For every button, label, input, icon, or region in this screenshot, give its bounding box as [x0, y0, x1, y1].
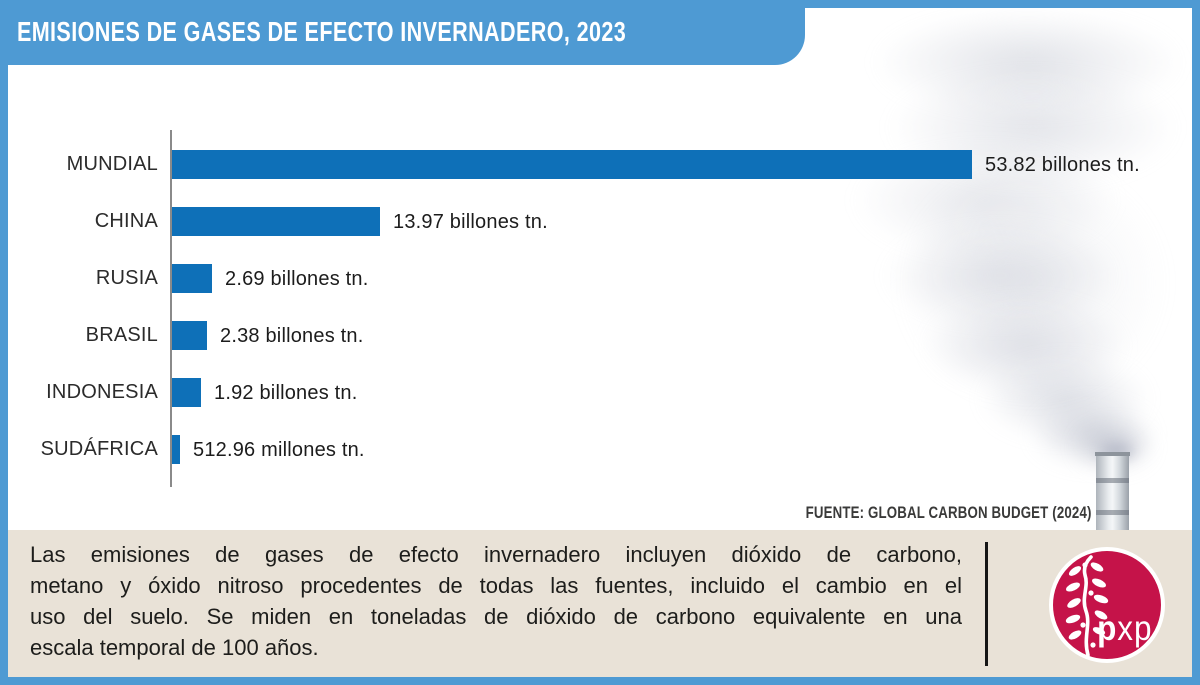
bar-china — [172, 207, 380, 236]
footer-divider — [985, 542, 988, 666]
pxp-logo: pxp — [1049, 547, 1165, 663]
value-label: 13.97 billones tn. — [393, 211, 548, 233]
bar-indonesia — [172, 378, 201, 407]
category-label: RUSIA — [95, 267, 158, 289]
source-note: FUENTE: GLOBAL CARBON BUDGET (2024) — [806, 503, 1092, 522]
footer-text-line: uso del suelo. Se miden en toneladas de … — [30, 604, 962, 629]
value-label: 1.92 billones tn. — [214, 382, 358, 404]
page-title: EMISIONES DE GASES DE EFECTO INVERNADERO… — [16, 16, 627, 47]
logo-text: pxp — [1097, 611, 1152, 646]
smokestack-band — [1096, 478, 1129, 483]
smokestack-band — [1096, 510, 1129, 515]
footer-text: Las emisiones de gases de efecto inverna… — [30, 539, 962, 663]
value-label: 512.96 millones tn. — [193, 439, 365, 461]
value-label: 2.69 billones tn. — [225, 268, 369, 290]
value-label: 53.82 billones tn. — [985, 154, 1140, 176]
y-axis-line — [170, 130, 172, 487]
category-label: INDONESIA — [46, 381, 158, 403]
chart-background — [8, 8, 1192, 530]
bar-rusia — [172, 264, 212, 293]
bar-mundial — [172, 150, 972, 179]
footer-text-line: metano y óxido nitroso procedentes de to… — [30, 573, 962, 598]
smokestack — [1095, 452, 1130, 530]
value-label: 2.38 billones tn. — [220, 325, 364, 347]
category-label: CHINA — [94, 210, 158, 232]
footer-text-line: Las emisiones de gases de efecto inverna… — [30, 542, 962, 567]
branch-icon — [1065, 555, 1109, 657]
footer-text-line: escala temporal de 100 años. — [30, 635, 319, 660]
logo-letter-bold: p — [1096, 609, 1117, 648]
title-banner: EMISIONES DE GASES DE EFECTO INVERNADERO… — [0, 0, 805, 65]
bar-sudáfrica — [172, 435, 180, 464]
category-label: SUDÁFRICA — [40, 438, 158, 460]
logo-letters-light: xp — [1116, 609, 1152, 648]
smokestack-rim — [1095, 452, 1130, 456]
bar-brasil — [172, 321, 207, 350]
footer-panel: Las emisiones de gases de efecto inverna… — [8, 530, 1192, 677]
category-label: MUNDIAL — [66, 153, 158, 175]
category-label: BRASIL — [85, 324, 158, 346]
